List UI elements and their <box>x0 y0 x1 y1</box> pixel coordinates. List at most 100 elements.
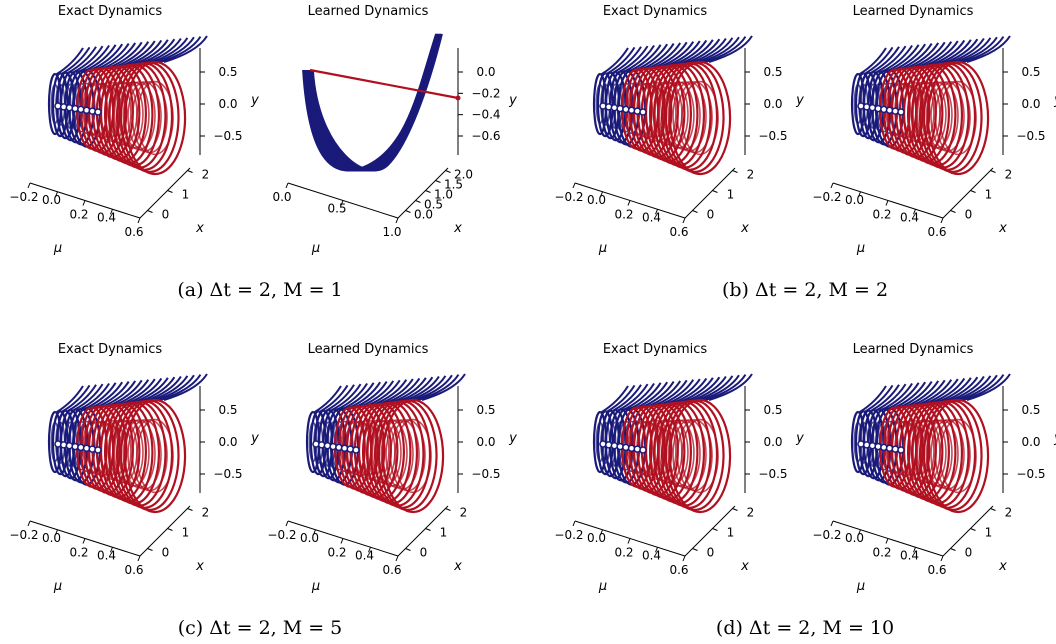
mu-tick-label: 0.6 <box>669 225 688 239</box>
x-axis-line <box>397 167 449 219</box>
mu-tick-label: 0.6 <box>927 225 946 239</box>
x-tick <box>187 170 193 173</box>
learned-dynamics-plot: Learned Dynamics −0.2 0.0 0.2 0.4 0.6 μ 012 x 0.5… <box>812 342 1056 594</box>
trajectory-tail <box>887 44 920 72</box>
trajectory-tail <box>629 382 662 410</box>
trajectory-tail <box>421 373 466 401</box>
x-tick-label: 0 <box>707 208 715 222</box>
x-tick-label: 1.0 <box>434 188 453 202</box>
trajectory-tail <box>61 46 91 75</box>
x-axis-line <box>684 505 736 557</box>
x-axis-label: x <box>195 221 204 236</box>
trajectory-ring <box>381 398 445 514</box>
x-tick <box>425 190 431 193</box>
trajectory-tail <box>703 36 747 64</box>
x-axis-label: x <box>453 221 462 236</box>
y-tick-label: −0.6 <box>471 129 500 143</box>
mu-tick <box>655 209 658 215</box>
mu-axis-label: μ <box>856 579 865 594</box>
mu-tick <box>137 555 141 562</box>
mu-tick-label: −0.2 <box>554 190 583 204</box>
trajectory-tail <box>84 382 117 410</box>
trajectory-tail <box>163 373 208 401</box>
mu-tick-label: 0.0 <box>272 190 291 204</box>
trajectory-ring <box>119 61 180 173</box>
fixed-point-marker <box>639 446 647 454</box>
mu-tick-label: 0.6 <box>382 563 401 577</box>
mu-tick <box>27 520 31 527</box>
trajectory-tail <box>870 46 900 74</box>
trajectory-tail <box>163 35 208 63</box>
y-tick-label: 0.0 <box>763 97 782 111</box>
y-tick-label: 0.5 <box>763 403 782 417</box>
trajectory-ring <box>664 61 725 173</box>
fixed-point-marker <box>897 446 905 454</box>
mu-tick <box>600 191 603 197</box>
panel-b: Exact Dynamics−0.2 0.00.2 0.40.6μ012x0.50.… <box>554 4 1056 301</box>
mu-tick-label: 0.0 <box>587 193 606 207</box>
trajectory-tail <box>612 384 642 412</box>
x-tick <box>187 508 193 511</box>
mu-tick <box>600 529 603 535</box>
x-tick-label: 2 <box>1005 506 1013 520</box>
trajectory-tail <box>331 383 362 411</box>
mu-tick <box>27 182 31 189</box>
x-axis-line <box>139 505 191 557</box>
trajectory-ring <box>926 60 990 176</box>
panel-c: Exact Dynamics−0.2 0.00.2 0.40.6μ012x0.50.… <box>9 342 517 639</box>
trajectory-ring <box>47 410 63 474</box>
y-tick-label: −0.5 <box>471 467 500 481</box>
trajectory-tail <box>158 36 202 64</box>
fixed-point-marker <box>639 108 647 116</box>
trajectory-inner-ring <box>939 80 977 156</box>
x-tick <box>167 190 173 193</box>
trajectory-ring <box>47 72 63 136</box>
trajectory-ring <box>926 398 990 514</box>
x-tick <box>405 210 411 213</box>
plot-title: Exact Dynamics <box>58 342 163 357</box>
mu-tick <box>572 520 576 527</box>
mu-tick <box>830 182 834 189</box>
mu-tick <box>82 538 86 544</box>
mu-tick <box>858 529 861 535</box>
y-tick-label: −0.5 <box>758 467 787 481</box>
x-tick-label: 0 <box>162 208 170 222</box>
trajectory-tail <box>78 382 110 411</box>
mu-tick <box>885 538 889 544</box>
trajectory-ring <box>850 410 866 474</box>
mu-axis-label: μ <box>856 241 865 256</box>
trajectory-tail <box>612 46 642 74</box>
trajectory-red-line <box>309 68 459 100</box>
x-tick-label: 1 <box>440 526 448 540</box>
mu-axis-label: μ <box>311 241 320 256</box>
trajectory-tail <box>870 384 900 412</box>
x-axis-label: x <box>195 559 204 574</box>
exact-dynamics-plot: Exact Dynamics −0.2 0.0 0.2 0.4 0.6 μ 012 x 0.5 0.… <box>9 4 259 256</box>
y-tick-label: 0.5 <box>218 65 237 79</box>
trajectory-tail <box>73 383 104 411</box>
trajectory-tail <box>961 36 1005 64</box>
trajectory-tail <box>342 382 375 410</box>
y-tick-label: −0.5 <box>1016 129 1045 143</box>
trajectory-tail <box>56 47 84 75</box>
x-tick-label: 0 <box>420 546 428 560</box>
mu-tick-label: 0.2 <box>872 208 891 222</box>
mu-tick <box>55 191 58 197</box>
plot-title: Exact Dynamics <box>58 4 163 19</box>
x-tick-label: 2 <box>460 506 468 520</box>
panel-caption: (d) Δt = 2, M = 10 <box>716 617 894 639</box>
trajectory-inner-ring <box>681 418 719 494</box>
y-axis-label: y <box>1053 93 1056 108</box>
x-tick <box>415 200 421 203</box>
x-tick-label: 0 <box>707 546 715 560</box>
x-tick <box>692 210 698 213</box>
x-tick <box>712 528 718 531</box>
mu-tick-label: 0.4 <box>642 210 661 224</box>
mu-tick <box>682 217 686 224</box>
y-tick-label: 0.0 <box>1021 435 1040 449</box>
y-tick-label: 0.0 <box>1021 97 1040 111</box>
trajectory-tail <box>84 44 117 72</box>
mu-tick-label: 0.2 <box>69 208 88 222</box>
mu-tick <box>940 555 944 562</box>
